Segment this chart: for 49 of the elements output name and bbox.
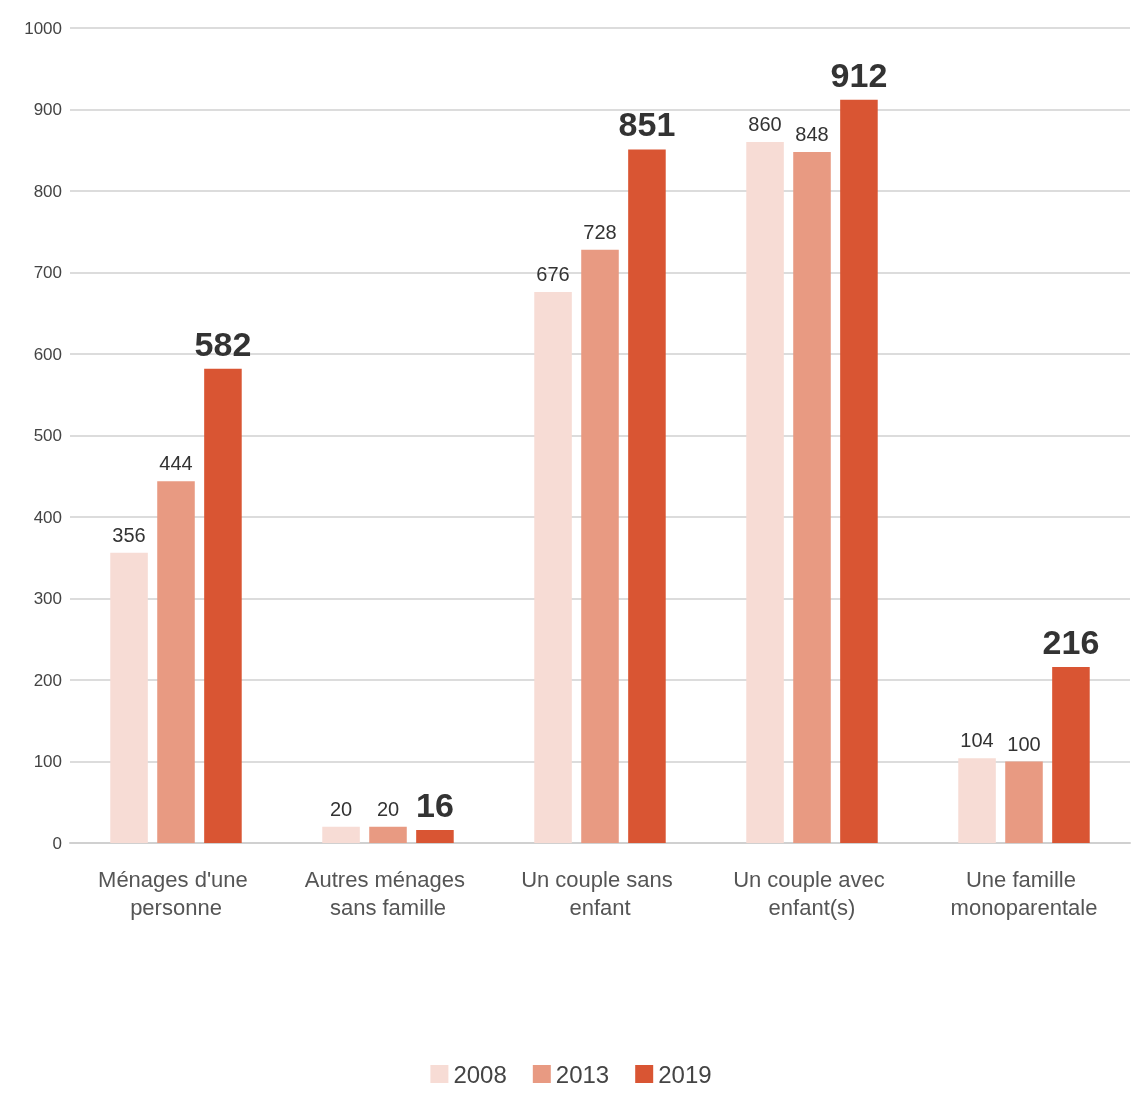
data-label: 100	[1007, 732, 1041, 755]
y-tick-label: 500	[33, 426, 62, 445]
bar	[369, 826, 407, 843]
bar	[581, 249, 619, 843]
x-tick-label: Une famille monoparentale	[950, 866, 1098, 920]
x-tick-label: Autres ménages sans famille	[304, 866, 472, 920]
bar	[110, 552, 148, 843]
bar	[628, 149, 666, 843]
bar	[746, 142, 784, 843]
data-label: 16	[416, 785, 454, 824]
data-label: 356	[112, 523, 146, 546]
data-label: 216	[1042, 622, 1100, 661]
bar	[534, 292, 572, 843]
bar	[322, 826, 360, 843]
legend-label: 2013	[555, 1060, 610, 1088]
data-label: 582	[194, 324, 252, 363]
data-label: 20	[376, 797, 400, 820]
y-tick-label: 900	[33, 100, 62, 119]
bar	[204, 368, 242, 843]
y-tick-label: 300	[33, 589, 62, 608]
legend-label: 2019	[658, 1060, 712, 1088]
data-label: 444	[159, 452, 193, 475]
y-tick-label: 1000	[24, 18, 62, 38]
bar	[958, 758, 996, 843]
y-tick-label: 100	[33, 752, 62, 771]
data-label: 860	[748, 113, 782, 136]
bar	[793, 151, 831, 843]
data-label: 104	[960, 729, 994, 752]
data-label: 851	[618, 105, 676, 144]
legend-label: 2008	[453, 1060, 507, 1088]
y-tick-label: 600	[33, 344, 62, 364]
y-tick-label: 400	[33, 507, 62, 527]
y-tick-label: 0	[52, 833, 62, 853]
y-tick-label: 200	[33, 670, 62, 690]
bar	[1005, 761, 1043, 843]
y-tick-label: 700	[33, 263, 62, 282]
data-label: 676	[536, 263, 570, 286]
bar	[157, 481, 195, 843]
x-tick-label: Un couple avec enfant(s)	[733, 866, 891, 920]
data-label: 912	[830, 55, 888, 94]
data-label: 848	[795, 122, 829, 145]
bar	[840, 99, 878, 843]
bar	[416, 829, 454, 843]
data-label: 20	[329, 797, 353, 820]
data-label: 728	[583, 220, 617, 243]
y-tick-label: 800	[33, 181, 62, 201]
x-tick-label: Ménages d'une personne	[98, 866, 254, 920]
x-tick-label: Un couple sans enfant	[521, 866, 679, 920]
bar	[1052, 666, 1090, 843]
